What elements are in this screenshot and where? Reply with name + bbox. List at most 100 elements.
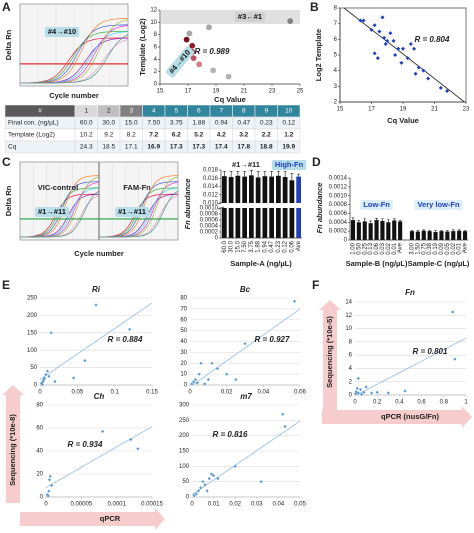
x-tick-label: 0.05	[71, 390, 83, 396]
x-tick-label: 0.25	[362, 242, 368, 254]
point	[412, 46, 417, 51]
x-tick-label: 0.03	[380, 242, 386, 254]
x-tick-label: 0.23	[276, 240, 282, 252]
cell-text: 0.12	[282, 120, 295, 127]
x-tick-label: 0.06	[294, 390, 306, 396]
y-tick-label: 0.0002	[329, 229, 348, 235]
bar	[386, 222, 391, 240]
r-label: R = 0.816	[213, 430, 248, 439]
point	[183, 36, 190, 43]
point	[413, 71, 418, 76]
error-bar	[270, 170, 274, 177]
cell-text: 1.2	[284, 132, 293, 139]
x-tick-label: 0.1	[110, 390, 119, 396]
x-tick-label: 0.2	[373, 400, 382, 406]
error-bar	[283, 170, 287, 178]
y-tick-label: 2	[334, 100, 338, 106]
x-tick-label: 0	[44, 502, 48, 508]
point	[212, 473, 216, 478]
trend-line	[45, 426, 153, 489]
point	[209, 472, 214, 476]
bar	[439, 231, 444, 240]
x-tick-label: 0.09	[439, 242, 445, 254]
point	[94, 303, 98, 307]
y-tick-label: 0.010	[203, 201, 219, 207]
point	[189, 42, 196, 49]
point	[205, 489, 209, 493]
y-tick-label: 0.0008	[329, 202, 348, 208]
x-axis-label: Cycle number	[49, 91, 99, 100]
cell-text: 24.3	[80, 144, 93, 151]
x-tick-label: 0.50	[356, 242, 362, 254]
cell-text: 0.23	[260, 120, 273, 127]
y-tick-label: 3	[334, 84, 338, 90]
error-bar	[249, 170, 253, 176]
cell-text: Template (Log2)	[8, 132, 55, 139]
y-tick-label: 60	[36, 426, 43, 432]
y-tick-label: 0.016	[203, 176, 219, 182]
y-axis-label: Template (Log2)	[138, 18, 147, 76]
y-tick-label: 7	[334, 21, 338, 27]
error-bar	[229, 170, 233, 178]
point	[453, 357, 457, 361]
bar	[228, 177, 234, 203]
bar	[451, 231, 456, 240]
cell-text: 10.2	[80, 132, 93, 139]
x-axis-label: Cycle number	[74, 249, 124, 258]
group-label-box: Low-Fn	[360, 200, 393, 210]
annotation-bg	[360, 200, 393, 210]
annotation: #4→#10	[167, 48, 192, 76]
point	[393, 53, 398, 57]
y-tick-label: 0.0004	[200, 224, 219, 230]
x-tick-label: 23	[269, 89, 276, 95]
y-tick-label: 0.014	[203, 184, 219, 190]
cell-text: 3.2	[239, 132, 248, 139]
y-tick-label: 2	[349, 379, 353, 385]
error-bar	[452, 229, 455, 232]
x-tick-label: 0.6	[417, 400, 426, 406]
y-tick-label: 10	[150, 20, 157, 26]
bar-lower-segment	[296, 208, 301, 238]
x-tick-label: 17	[368, 107, 375, 113]
y-tick-label: 300	[179, 403, 190, 409]
x-tick-label: 0	[38, 390, 42, 396]
y-tick-label: 0.0012	[329, 184, 348, 190]
point	[361, 18, 366, 23]
point	[39, 381, 44, 385]
cell-text: 15.0	[125, 120, 138, 127]
x-tick-label: 0.05	[294, 502, 306, 508]
error-bar	[446, 230, 449, 232]
y-tick-label: 6	[334, 37, 338, 43]
x-tick-label: Ave	[398, 242, 404, 253]
point	[83, 359, 87, 363]
x-tick-label: 1.00	[351, 242, 357, 254]
y-tick-label: 40	[36, 449, 43, 455]
point	[197, 372, 201, 376]
x-tick-label: 7.50	[242, 240, 248, 252]
point	[370, 391, 374, 395]
header-text: 7	[219, 108, 223, 115]
cell-text: 2.2	[262, 132, 271, 139]
cell-text: 7.2	[149, 132, 158, 139]
point	[369, 27, 374, 32]
error-bar	[276, 170, 280, 176]
error-bar	[256, 170, 260, 178]
y-tick-label: 0.0002	[200, 230, 219, 236]
x-tick-label: 0.12	[283, 240, 289, 252]
point	[382, 35, 387, 40]
y-tick-label: 150	[179, 449, 190, 455]
point	[129, 437, 133, 442]
annotation: High-Fn	[275, 160, 304, 169]
cell-text: 0.47	[237, 120, 250, 127]
header-text: 6	[197, 108, 201, 115]
point	[50, 483, 54, 488]
y-tick-label: 8	[349, 339, 353, 345]
y-tick-label: 150	[27, 330, 38, 336]
bar	[433, 232, 438, 240]
point	[201, 480, 205, 484]
bar	[457, 230, 462, 240]
point	[403, 389, 407, 393]
x-tick-label: 21	[241, 89, 248, 95]
group-label-box: Very low-Fn	[414, 200, 463, 210]
